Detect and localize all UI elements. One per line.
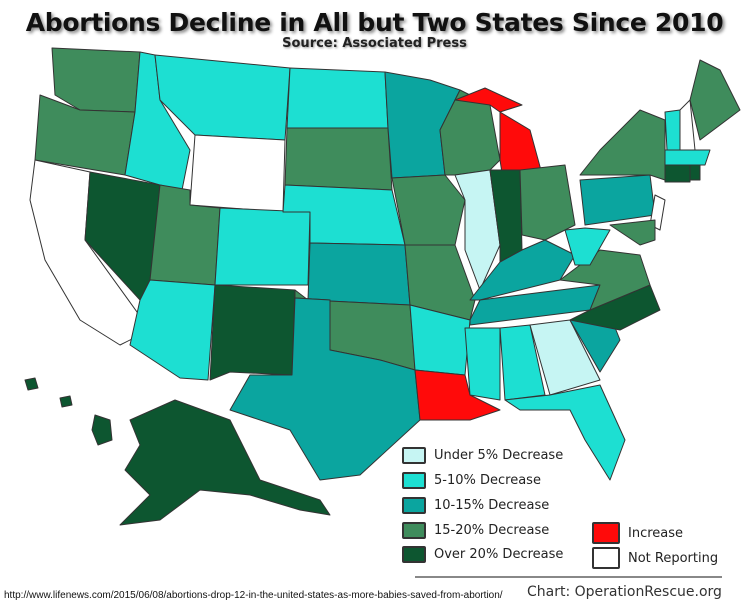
state-tx: [229, 297, 421, 481]
legend-label: Over 20% Decrease: [434, 547, 564, 562]
legend-swatch: [402, 472, 426, 489]
state-la: [414, 369, 501, 421]
state-ny: [579, 109, 666, 181]
legend-item: 10-15% Decrease: [402, 497, 549, 514]
state-me: [689, 59, 741, 141]
state-md: [609, 219, 656, 246]
chart-title: Abortions Decline in All but Two States …: [25, 8, 724, 37]
state-ky: [469, 239, 576, 301]
source-url: http://www.lifenews.com/2015/06/08/abort…: [4, 590, 503, 601]
state-oh: [519, 164, 576, 241]
state-ct: [664, 164, 691, 183]
state-ms: [464, 327, 501, 401]
state-ri: [689, 164, 701, 181]
state-fl: [504, 384, 626, 481]
legend-label: 15-20% Decrease: [434, 523, 550, 538]
state-ks: [307, 242, 411, 306]
legend-item: 15-20% Decrease: [402, 522, 549, 539]
state-nd: [286, 67, 389, 129]
legend-label: 10-15% Decrease: [434, 498, 550, 513]
state-sd: [284, 127, 393, 191]
state-ma: [664, 149, 711, 166]
state-hi3: [91, 414, 113, 446]
legend-swatch: [402, 447, 426, 464]
legend-item: Over 20% Decrease: [402, 546, 563, 563]
legend-label: 5-10% Decrease: [434, 473, 541, 488]
state-wi: [439, 89, 501, 176]
legend-swatch: [402, 497, 426, 514]
state-vt: [664, 109, 681, 151]
state-hi2: [59, 395, 73, 408]
state-nm: [209, 284, 296, 381]
legend-label: Not Reporting: [628, 550, 719, 566]
legend-swatch: [592, 547, 620, 569]
state-al: [499, 324, 546, 401]
state-wv: [564, 227, 611, 266]
state-pa: [579, 174, 656, 226]
state-ak: [119, 399, 331, 526]
state-wa: [51, 47, 141, 113]
legend-item: 5-10% Decrease: [402, 472, 541, 489]
state-co: [214, 207, 311, 286]
legend-swatch: [592, 522, 620, 544]
chart-credit: Chart: OperationRescue.org: [527, 584, 722, 600]
state-ga: [529, 319, 601, 396]
state-mo: [404, 244, 476, 321]
legend-swatch: [402, 522, 426, 539]
divider: [415, 576, 722, 578]
state-az: [129, 279, 216, 381]
state-hi1: [24, 377, 39, 391]
state-miu: [454, 87, 523, 113]
state-wy: [189, 134, 286, 213]
state-ia: [391, 174, 466, 246]
legend-item: Under 5% Decrease: [402, 447, 563, 464]
legend-item: Not Reporting: [592, 547, 718, 569]
chart-subtitle: Source: Associated Press: [282, 36, 467, 51]
legend-item: Increase: [592, 522, 683, 544]
legend-label: Increase: [628, 525, 684, 541]
legend-swatch: [402, 546, 426, 563]
legend-label: Under 5% Decrease: [434, 448, 564, 463]
